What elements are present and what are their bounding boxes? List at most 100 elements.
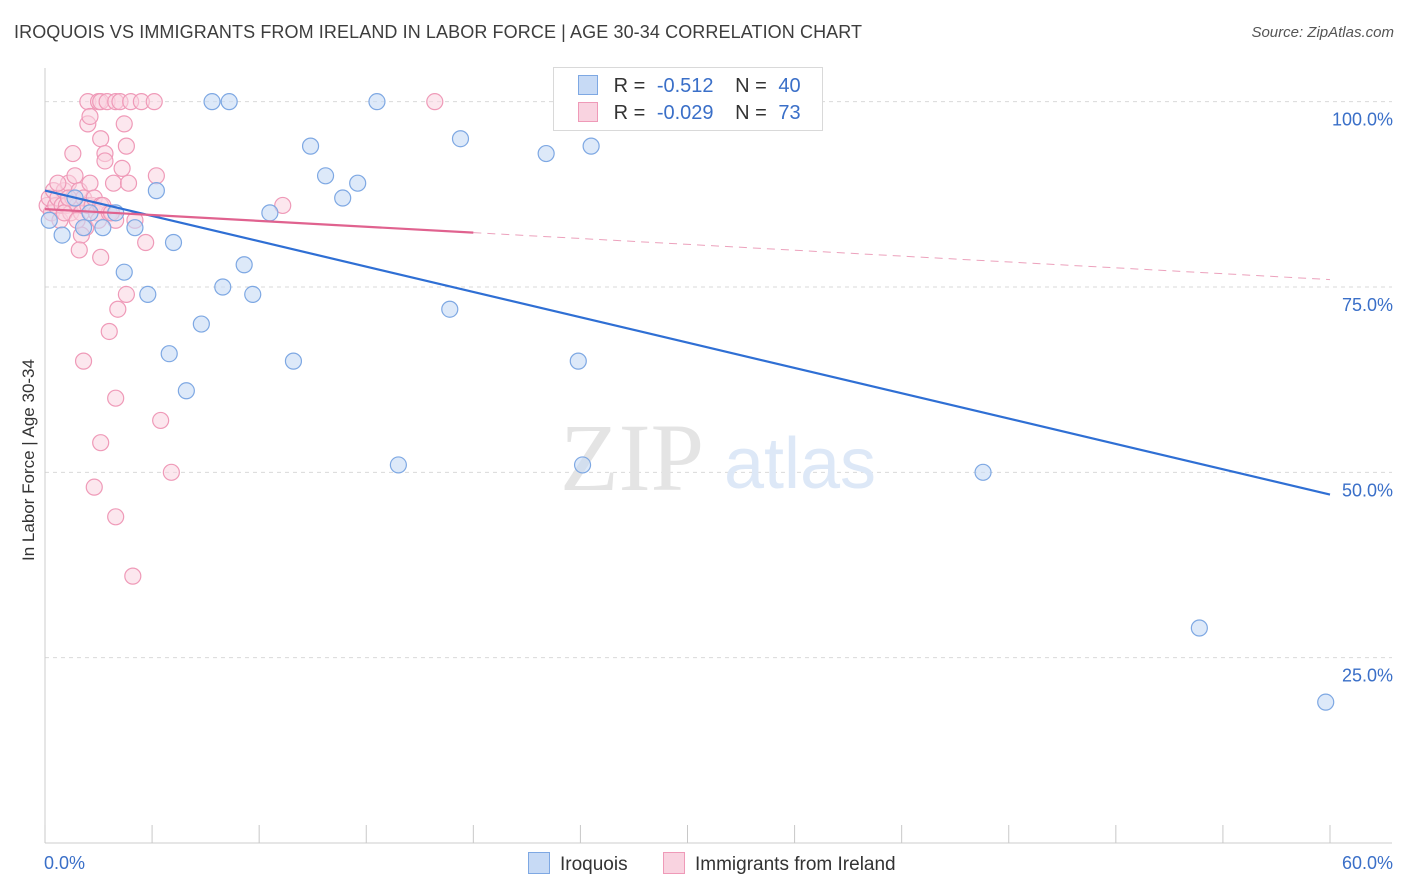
point-ireland (119, 174, 138, 192)
point-iroquois (389, 456, 407, 474)
point-iroquois (1317, 693, 1335, 711)
point-ireland (85, 478, 103, 496)
point-iroquois (147, 182, 165, 200)
point-ireland (113, 159, 131, 177)
point-iroquois (94, 219, 112, 237)
point-iroquois (164, 233, 183, 252)
point-ireland (115, 115, 133, 133)
point-iroquois (451, 130, 470, 148)
point-ireland (274, 196, 292, 215)
legend-n-label: N = (735, 75, 767, 97)
legend-swatch-ireland (578, 102, 598, 122)
point-iroquois (126, 219, 144, 237)
legend-row-iroquois: R = -0.512 N = 40 (578, 75, 801, 98)
point-ireland (96, 152, 114, 170)
trend-line-ireland-dashed (473, 232, 1331, 281)
point-ireland (137, 233, 155, 252)
point-ireland (66, 167, 84, 185)
point-ireland (74, 352, 93, 370)
x-tick-label-max: 60.0% (1342, 853, 1393, 873)
stats-legend: R = -0.512 N = 40 R = -0.029 N = 73 (553, 67, 823, 131)
legend-n-label: N = (735, 102, 767, 124)
legend-row-ireland: R = -0.029 N = 73 (578, 102, 801, 125)
point-iroquois (177, 382, 195, 400)
source-credit: Source: ZipAtlas.com (1251, 24, 1394, 41)
point-ireland (100, 322, 118, 341)
bottom-legend-label-iroquois: Iroquois (560, 854, 628, 875)
point-iroquois (235, 256, 253, 274)
point-iroquois (139, 285, 157, 304)
legend-r-label: R = (613, 102, 646, 124)
bottom-legend-iroquois: Iroquois (528, 852, 628, 876)
point-iroquois (244, 285, 262, 304)
point-iroquois (582, 137, 600, 155)
trend-lines (44, 189, 1331, 496)
point-iroquois (192, 315, 210, 333)
point-iroquois (203, 93, 221, 111)
axes (44, 68, 1392, 844)
point-iroquois (301, 137, 320, 155)
bottom-legend-ireland: Immigrants from Ireland (663, 852, 896, 876)
point-iroquois (368, 93, 386, 111)
point-ireland (147, 167, 165, 185)
point-ireland (81, 174, 99, 192)
point-iroquois (220, 93, 238, 111)
trend-line-ireland-solid (44, 208, 474, 234)
legend-n-value-ireland: 73 (778, 102, 801, 124)
tick-labels: 100.0% 75.0% 50.0% 25.0% 0.0% 60.0% (44, 110, 1393, 873)
point-iroquois (316, 167, 335, 185)
legend-swatch-iroquois (578, 75, 598, 95)
y-tick-label: 50.0% (1342, 480, 1393, 500)
point-iroquois (569, 352, 587, 370)
point-iroquois (160, 345, 178, 363)
point-iroquois (334, 189, 352, 207)
point-iroquois (441, 300, 459, 318)
legend-r-value-iroquois: -0.512 (656, 75, 714, 97)
point-ireland (152, 411, 170, 430)
series-ireland-points (38, 93, 444, 585)
point-iroquois (573, 456, 592, 474)
y-tick-label: 100.0% (1332, 110, 1393, 130)
point-iroquois (40, 211, 58, 229)
point-ireland (109, 300, 127, 318)
bottom-legend-label-ireland: Immigrants from Ireland (695, 854, 896, 875)
point-ireland (117, 137, 135, 155)
bottom-legend-swatch-iroquois (528, 852, 550, 874)
point-iroquois (214, 278, 232, 296)
trend-line-iroquois (44, 189, 1331, 496)
point-ireland (64, 144, 82, 163)
point-ireland (117, 285, 135, 304)
point-ireland (145, 93, 163, 111)
legend-r-label: R = (613, 75, 646, 97)
point-ireland (107, 508, 125, 526)
point-ireland (92, 434, 110, 452)
point-iroquois (74, 219, 93, 237)
point-ireland (104, 174, 123, 192)
chart-title: IROQUOIS VS IMMIGRANTS FROM IRELAND IN L… (14, 22, 863, 42)
point-ireland (162, 463, 180, 481)
point-iroquois (1190, 619, 1208, 637)
point-iroquois (284, 352, 303, 370)
watermark-atlas: atlas (724, 424, 876, 504)
point-iroquois (261, 204, 279, 222)
legend-r-value-ireland: -0.029 (656, 102, 714, 124)
point-ireland (426, 93, 444, 111)
legend-n-value-iroquois: 40 (778, 75, 801, 97)
x-tick-label-min: 0.0% (44, 853, 85, 873)
point-ireland (107, 389, 125, 407)
point-iroquois (349, 174, 367, 192)
point-ireland (81, 107, 99, 126)
point-ireland (49, 174, 67, 192)
point-iroquois (53, 226, 71, 244)
y-tick-label: 75.0% (1342, 295, 1393, 315)
point-iroquois (115, 263, 133, 281)
point-ireland (92, 248, 110, 266)
point-ireland (124, 567, 142, 585)
watermark: ZIP atlas (560, 404, 876, 511)
point-iroquois (974, 463, 992, 481)
point-ireland (92, 130, 110, 148)
series-iroquois-points (40, 93, 1335, 711)
gridlines (45, 101, 1392, 659)
point-ireland (70, 241, 88, 259)
